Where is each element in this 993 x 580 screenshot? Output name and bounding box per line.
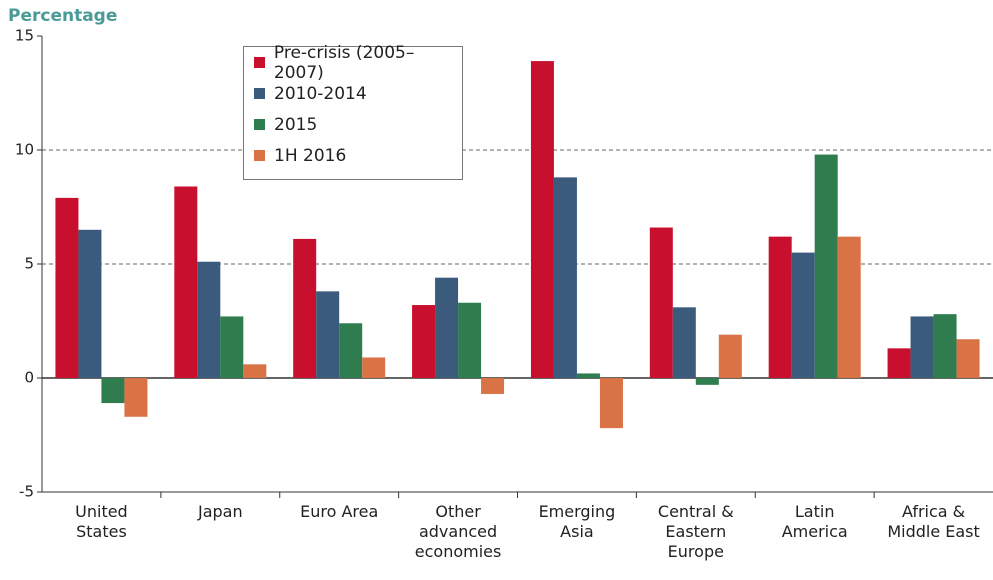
bar [837, 236, 861, 378]
x-tick-label: Africa & Middle East [887, 502, 980, 541]
legend-label: 2010-2014 [274, 83, 367, 104]
bar [814, 154, 838, 378]
x-tick-label: Central & Eastern Europe [657, 502, 734, 561]
legend-item: 2015 [254, 109, 462, 140]
y-tick-label: -5 [19, 483, 34, 501]
bar [933, 314, 957, 378]
bar [316, 291, 340, 378]
bar [78, 229, 102, 378]
bar [243, 364, 267, 378]
x-tick-label: Japan [198, 502, 243, 521]
bar [791, 252, 815, 378]
bar [412, 305, 436, 378]
bar [481, 378, 505, 394]
bar [220, 316, 244, 378]
bar [887, 348, 911, 378]
x-tick-label: Emerging Asia [538, 502, 616, 541]
bar [197, 261, 221, 378]
y-tick-label: 0 [24, 369, 34, 387]
legend-item: Pre-crisis (2005–2007) [254, 43, 462, 83]
bar [530, 61, 554, 378]
legend-item: 1H 2016 [254, 140, 462, 171]
bar [768, 236, 792, 378]
legend-swatch [254, 119, 265, 130]
bar [672, 307, 696, 378]
bar [956, 339, 980, 378]
y-tick-label: 5 [24, 255, 34, 273]
legend-item: 2010-2014 [254, 78, 462, 109]
bar [124, 378, 148, 417]
legend-label: Pre-crisis (2005–2007) [273, 42, 415, 83]
x-tick-label: Euro Area [300, 502, 379, 521]
bar [435, 277, 459, 378]
legend-label: 1H 2016 [274, 145, 347, 166]
legend-swatch [254, 57, 265, 68]
y-tick-label: 10 [15, 141, 34, 159]
legend-swatch [254, 88, 265, 99]
x-tick-label: Other advanced economies [414, 502, 502, 561]
bar [339, 323, 363, 378]
x-tick-label: Latin America [781, 502, 848, 541]
bar [718, 334, 742, 378]
bar [293, 238, 317, 378]
bar [695, 378, 719, 385]
legend-swatch [254, 150, 265, 161]
bar [101, 378, 125, 404]
bar [458, 302, 482, 378]
y-tick-label: 15 [15, 27, 34, 45]
legend-label: 2015 [274, 114, 318, 135]
bar [174, 186, 198, 378]
bar [599, 378, 623, 429]
x-tick-label: United States [75, 502, 128, 541]
bar [649, 227, 673, 378]
bar [55, 197, 79, 378]
y-axis-label: Percentage [8, 6, 117, 26]
bar [910, 316, 934, 378]
bar [576, 373, 600, 378]
bar [553, 177, 577, 378]
bar [362, 357, 386, 378]
legend: Pre-crisis (2005–2007) 2010-2014 2015 1H 20… [243, 43, 463, 180]
